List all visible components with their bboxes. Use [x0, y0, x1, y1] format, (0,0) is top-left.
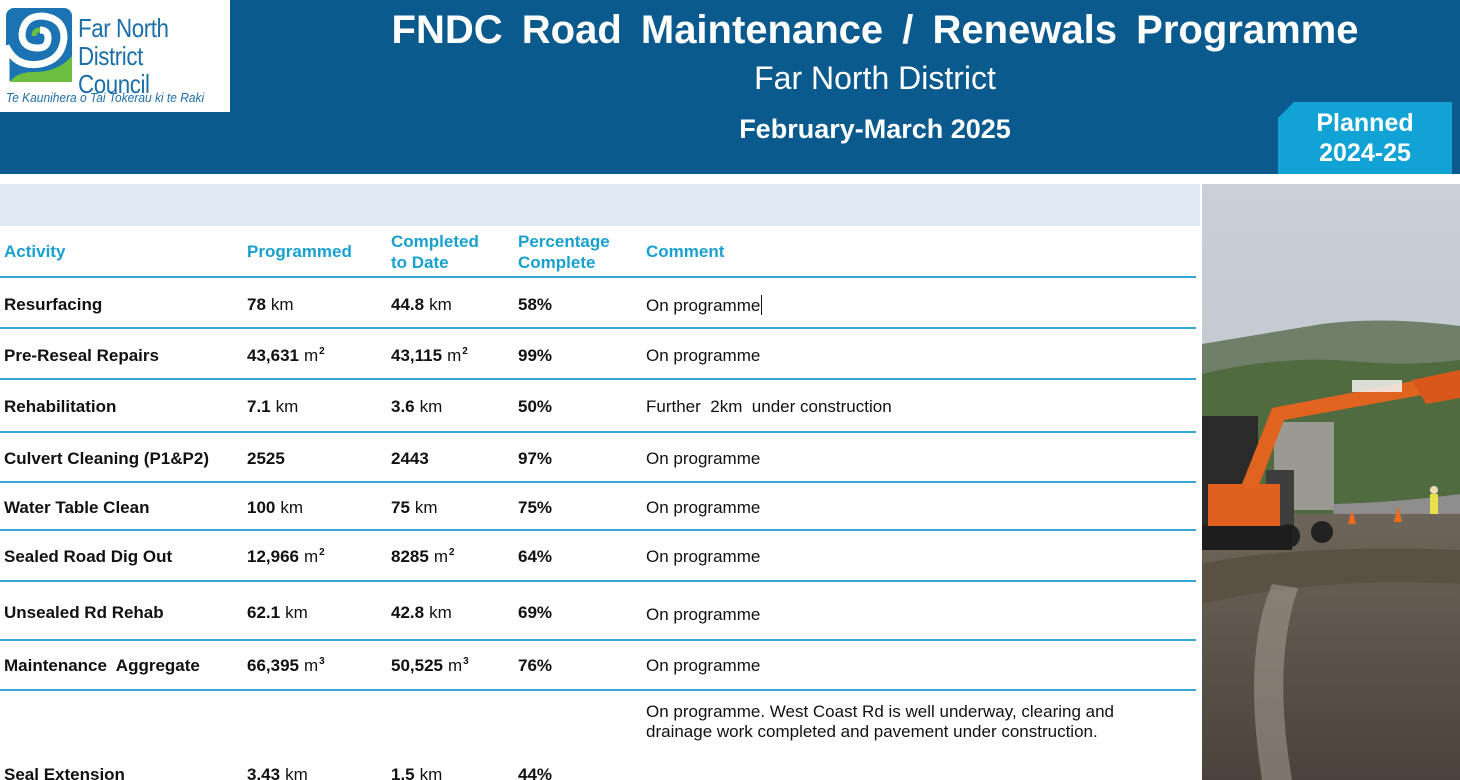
activity-cell: Seal Extension [4, 765, 125, 780]
row-divider [0, 431, 1196, 433]
row-divider [0, 529, 1196, 531]
programmed-cell: 78 km [247, 295, 294, 314]
row-divider [0, 378, 1196, 380]
activity-cell: Unsealed Rd Rehab [4, 603, 164, 622]
row-divider [0, 276, 1196, 278]
activity-cell: Rehabilitation [4, 397, 117, 416]
completed-cell: 75 km [391, 498, 438, 517]
programmed-cell: 12,966 m2 [247, 547, 325, 566]
row-divider [0, 689, 1196, 691]
comment-cell[interactable]: On programme [646, 346, 761, 365]
section-band [0, 184, 1200, 226]
programmed-cell: 62.1 km [247, 603, 308, 622]
comment-cell[interactable]: On programme [646, 449, 761, 468]
header-completed: Completed to Date [391, 232, 479, 272]
row-divider [0, 580, 1196, 582]
comment-cell[interactable]: On programme [646, 498, 761, 517]
completed-cell: 8285 m2 [391, 547, 455, 566]
council-name: Far North District Council [78, 13, 169, 99]
roadworks-photo [1202, 184, 1460, 780]
planned-badge: Planned 2024-25 [1278, 102, 1452, 174]
council-logo: Far North District Council Te Kaunihera … [0, 0, 230, 112]
comment-cell[interactable]: On programme. West Coast Rd is well unde… [646, 702, 1115, 741]
header-programmed: Programmed [247, 242, 352, 261]
header-percentage: Percentage Complete [518, 232, 610, 272]
programmed-cell: 3.43 km [247, 765, 308, 780]
activity-cell: Sealed Road Dig Out [4, 547, 173, 566]
page-subtitle: Far North District [754, 60, 996, 96]
koru-logo-icon [6, 8, 72, 82]
percentage-cell: 97% [518, 449, 553, 468]
page-header: Far North District Council Te Kaunihera … [0, 0, 1460, 174]
percentage-cell: 44% [518, 765, 553, 780]
row-divider [0, 481, 1196, 483]
header-comment: Comment [646, 242, 725, 261]
completed-cell: 3.6 km [391, 397, 443, 416]
comment-cell[interactable]: On programme [646, 547, 761, 566]
council-tagline: Te Kaunihera o Tai Tokerau ki te Raki [6, 90, 205, 105]
programmed-cell: 7.1 km [247, 397, 299, 416]
row-divider [0, 639, 1196, 641]
percentage-cell: 99% [518, 346, 553, 365]
page-title: FNDC Road Maintenance / Renewals Program… [391, 8, 1359, 52]
comment-cell[interactable]: On programme [646, 656, 761, 675]
percentage-cell: 76% [518, 656, 553, 675]
completed-cell: 1.5 km [391, 765, 443, 780]
completed-cell: 44.8 km [391, 295, 452, 314]
completed-cell: 42.8 km [391, 603, 452, 622]
completed-cell: 43,115 m2 [391, 346, 468, 365]
programmed-cell: 2525 [247, 449, 285, 468]
completed-cell: 2443 [391, 449, 429, 468]
comment-cell[interactable]: On programme [646, 605, 761, 624]
activity-cell: Culvert Cleaning (P1&P2) [4, 449, 209, 468]
percentage-cell: 58% [518, 295, 553, 314]
activity-cell: Water Table Clean [4, 498, 150, 517]
percentage-cell: 50% [518, 397, 553, 416]
comment-cell[interactable]: Further 2km under construction [646, 397, 892, 416]
percentage-cell: 64% [518, 547, 553, 566]
text-cursor [761, 295, 763, 315]
activity-cell: Maintenance Aggregate [4, 656, 200, 675]
programmed-cell: 66,395 m3 [247, 656, 325, 675]
percentage-cell: 69% [518, 603, 553, 622]
percentage-cell: 75% [518, 498, 553, 517]
programmed-cell: 100 km [247, 498, 304, 517]
comment-cell[interactable]: On programme [646, 295, 763, 315]
programmed-cell: 43,631 m2 [247, 346, 325, 365]
row-divider [0, 327, 1196, 329]
activity-cell: Pre-Reseal Repairs [4, 346, 159, 365]
header-activity: Activity [4, 242, 66, 261]
activity-cell: Resurfacing [4, 295, 103, 314]
reporting-period: February-March 2025 [739, 114, 1011, 144]
excavator-photo-icon [1202, 184, 1460, 780]
completed-cell: 50,525 m3 [391, 656, 469, 675]
